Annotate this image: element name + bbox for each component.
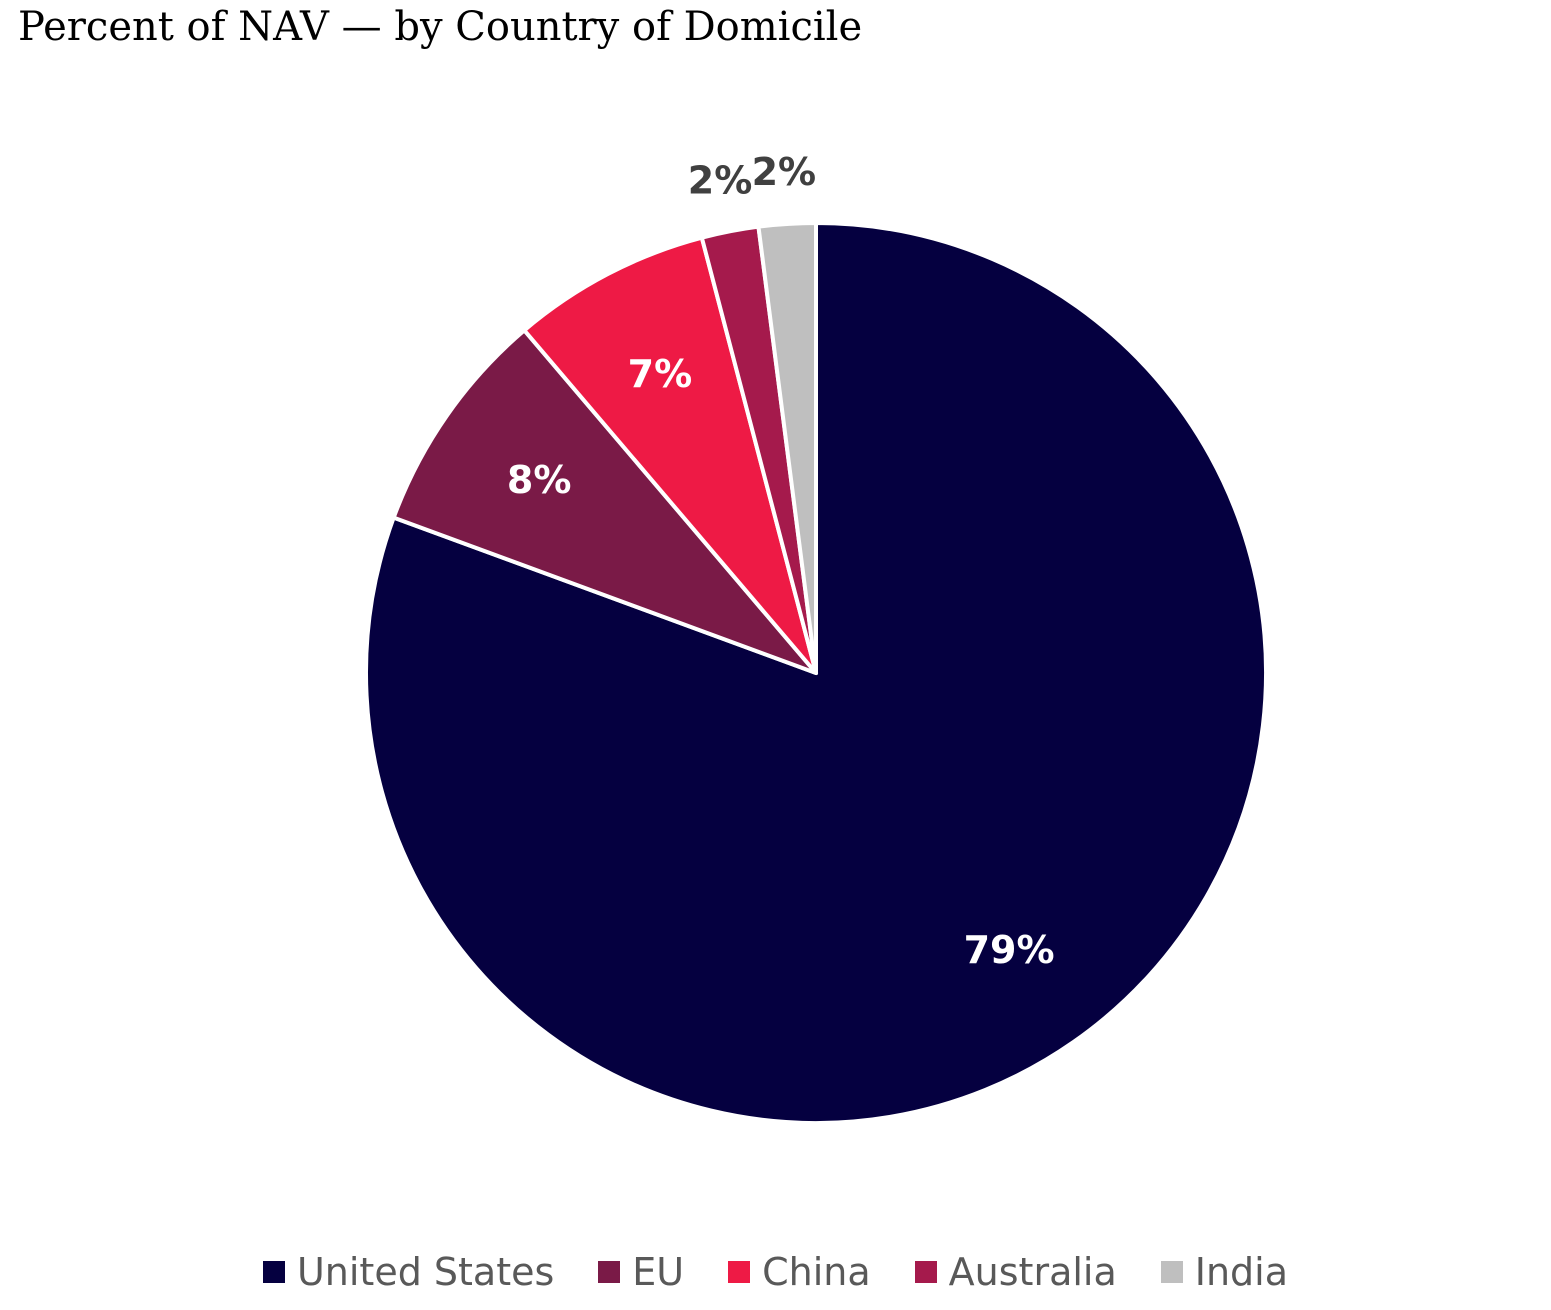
- legend-swatch: [728, 1261, 751, 1283]
- chart-title: Percent of NAV — by Country of Domicile: [18, 4, 863, 50]
- legend-label: Australia: [948, 1250, 1117, 1294]
- legend-label: China: [762, 1250, 871, 1294]
- pie-slices: [364, 221, 1268, 1125]
- legend-swatch: [914, 1261, 937, 1283]
- pie-data-labels: 79% 8% 7% 2% 2%: [507, 150, 1055, 972]
- legend-item-eu: EU: [598, 1250, 684, 1294]
- legend-item-china: China: [728, 1250, 871, 1294]
- data-label-india: 2%: [752, 150, 817, 194]
- legend-label: EU: [632, 1250, 685, 1294]
- legend-item-united-states: United States: [262, 1250, 555, 1294]
- pie-slice-eu: [391, 328, 818, 675]
- legend-swatch: [262, 1261, 285, 1283]
- pie-slice-china: [522, 235, 818, 675]
- data-label-australia: 2%: [688, 158, 753, 202]
- chart-legend: United States EU China Australia India: [0, 1250, 1551, 1294]
- legend-label: India: [1194, 1250, 1289, 1294]
- data-label-china: 7%: [628, 352, 693, 396]
- data-label-eu: 8%: [507, 458, 572, 502]
- legend-label: United States: [296, 1250, 555, 1294]
- legend-swatch: [1160, 1261, 1183, 1283]
- data-label-united-states: 79%: [964, 928, 1055, 972]
- legend-item-australia: Australia: [914, 1250, 1117, 1294]
- legend-swatch: [598, 1261, 621, 1283]
- legend-item-india: India: [1160, 1250, 1289, 1294]
- pie-slice-india: [756, 221, 818, 675]
